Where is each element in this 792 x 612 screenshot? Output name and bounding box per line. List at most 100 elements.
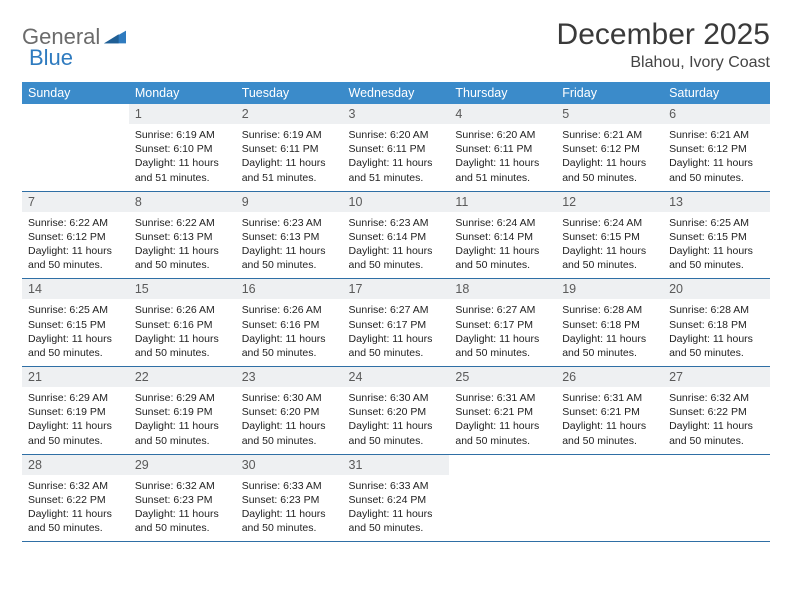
day-info: Sunrise: 6:20 AMSunset: 6:11 PMDaylight:… [343, 124, 450, 191]
day-number: 31 [343, 455, 450, 475]
day-cell: 4Sunrise: 6:20 AMSunset: 6:11 PMDaylight… [449, 104, 556, 191]
sunrise: Sunrise: 6:23 AM [349, 216, 444, 230]
sunset: Sunset: 6:23 PM [135, 493, 230, 507]
day-info: Sunrise: 6:23 AMSunset: 6:13 PMDaylight:… [236, 212, 343, 279]
sunset: Sunset: 6:18 PM [562, 318, 657, 332]
sunset: Sunset: 6:14 PM [455, 230, 550, 244]
sunrise: Sunrise: 6:24 AM [562, 216, 657, 230]
sunset: Sunset: 6:19 PM [28, 405, 123, 419]
day-number: 26 [556, 367, 663, 387]
sunrise: Sunrise: 6:25 AM [669, 216, 764, 230]
day-number: 13 [663, 192, 770, 212]
day-info: Sunrise: 6:25 AMSunset: 6:15 PMDaylight:… [663, 212, 770, 279]
sunset: Sunset: 6:11 PM [455, 142, 550, 156]
daylight-line1: Daylight: 11 hours [242, 156, 337, 170]
daylight-line2: and 50 minutes. [135, 434, 230, 448]
day-info: Sunrise: 6:20 AMSunset: 6:11 PMDaylight:… [449, 124, 556, 191]
day-cell: 25Sunrise: 6:31 AMSunset: 6:21 PMDayligh… [449, 367, 556, 455]
day-cell: 28Sunrise: 6:32 AMSunset: 6:22 PMDayligh… [22, 454, 129, 542]
day-info: Sunrise: 6:22 AMSunset: 6:13 PMDaylight:… [129, 212, 236, 279]
sunset: Sunset: 6:15 PM [562, 230, 657, 244]
daylight-line2: and 50 minutes. [349, 434, 444, 448]
sunrise: Sunrise: 6:23 AM [242, 216, 337, 230]
daylight-line2: and 50 minutes. [562, 171, 657, 185]
day-info: Sunrise: 6:19 AMSunset: 6:10 PMDaylight:… [129, 124, 236, 191]
day-cell [663, 454, 770, 542]
day-cell: 29Sunrise: 6:32 AMSunset: 6:23 PMDayligh… [129, 454, 236, 542]
daylight-line2: and 50 minutes. [242, 258, 337, 272]
day-cell [449, 454, 556, 542]
sunset: Sunset: 6:11 PM [349, 142, 444, 156]
sunset: Sunset: 6:12 PM [562, 142, 657, 156]
sunrise: Sunrise: 6:26 AM [242, 303, 337, 317]
location: Blahou, Ivory Coast [557, 54, 770, 72]
sunrise: Sunrise: 6:29 AM [28, 391, 123, 405]
sunrise: Sunrise: 6:30 AM [349, 391, 444, 405]
calendar-body: 1Sunrise: 6:19 AMSunset: 6:10 PMDaylight… [22, 104, 770, 542]
daylight-line2: and 50 minutes. [135, 521, 230, 535]
dayhead-wed: Wednesday [343, 82, 450, 104]
daylight-line2: and 50 minutes. [562, 434, 657, 448]
daylight-line2: and 50 minutes. [28, 521, 123, 535]
day-cell: 8Sunrise: 6:22 AMSunset: 6:13 PMDaylight… [129, 191, 236, 279]
day-cell [22, 104, 129, 191]
sunset: Sunset: 6:16 PM [242, 318, 337, 332]
day-info: Sunrise: 6:25 AMSunset: 6:15 PMDaylight:… [22, 299, 129, 366]
daylight-line1: Daylight: 11 hours [669, 244, 764, 258]
daylight-line1: Daylight: 11 hours [28, 244, 123, 258]
dayhead-thu: Thursday [449, 82, 556, 104]
day-cell: 9Sunrise: 6:23 AMSunset: 6:13 PMDaylight… [236, 191, 343, 279]
daylight-line2: and 51 minutes. [242, 171, 337, 185]
sunset: Sunset: 6:21 PM [455, 405, 550, 419]
day-info: Sunrise: 6:29 AMSunset: 6:19 PMDaylight:… [129, 387, 236, 454]
day-cell: 27Sunrise: 6:32 AMSunset: 6:22 PMDayligh… [663, 367, 770, 455]
day-info: Sunrise: 6:28 AMSunset: 6:18 PMDaylight:… [663, 299, 770, 366]
day-cell: 14Sunrise: 6:25 AMSunset: 6:15 PMDayligh… [22, 279, 129, 367]
day-number: 1 [129, 104, 236, 124]
day-cell: 20Sunrise: 6:28 AMSunset: 6:18 PMDayligh… [663, 279, 770, 367]
dayhead-tue: Tuesday [236, 82, 343, 104]
sunset: Sunset: 6:14 PM [349, 230, 444, 244]
sunrise: Sunrise: 6:28 AM [562, 303, 657, 317]
day-cell: 1Sunrise: 6:19 AMSunset: 6:10 PMDaylight… [129, 104, 236, 191]
daylight-line2: and 50 minutes. [28, 258, 123, 272]
day-info: Sunrise: 6:32 AMSunset: 6:22 PMDaylight:… [22, 475, 129, 542]
daylight-line2: and 50 minutes. [242, 346, 337, 360]
day-cell: 23Sunrise: 6:30 AMSunset: 6:20 PMDayligh… [236, 367, 343, 455]
day-number: 4 [449, 104, 556, 124]
daylight-line1: Daylight: 11 hours [349, 507, 444, 521]
day-info: Sunrise: 6:21 AMSunset: 6:12 PMDaylight:… [556, 124, 663, 191]
table-row: 21Sunrise: 6:29 AMSunset: 6:19 PMDayligh… [22, 367, 770, 455]
table-row: 28Sunrise: 6:32 AMSunset: 6:22 PMDayligh… [22, 454, 770, 542]
day-info: Sunrise: 6:30 AMSunset: 6:20 PMDaylight:… [343, 387, 450, 454]
sunset: Sunset: 6:13 PM [242, 230, 337, 244]
day-cell: 13Sunrise: 6:25 AMSunset: 6:15 PMDayligh… [663, 191, 770, 279]
daylight-line2: and 50 minutes. [669, 258, 764, 272]
day-number: 29 [129, 455, 236, 475]
day-cell [556, 454, 663, 542]
day-cell: 3Sunrise: 6:20 AMSunset: 6:11 PMDaylight… [343, 104, 450, 191]
daylight-line1: Daylight: 11 hours [28, 507, 123, 521]
day-number: 14 [22, 279, 129, 299]
day-cell: 22Sunrise: 6:29 AMSunset: 6:19 PMDayligh… [129, 367, 236, 455]
day-info: Sunrise: 6:31 AMSunset: 6:21 PMDaylight:… [556, 387, 663, 454]
sunset: Sunset: 6:12 PM [669, 142, 764, 156]
daylight-line1: Daylight: 11 hours [669, 419, 764, 433]
day-info: Sunrise: 6:26 AMSunset: 6:16 PMDaylight:… [129, 299, 236, 366]
sunset: Sunset: 6:23 PM [242, 493, 337, 507]
sunset: Sunset: 6:22 PM [669, 405, 764, 419]
day-cell: 7Sunrise: 6:22 AMSunset: 6:12 PMDaylight… [22, 191, 129, 279]
sunset: Sunset: 6:19 PM [135, 405, 230, 419]
day-number: 7 [22, 192, 129, 212]
daylight-line1: Daylight: 11 hours [562, 244, 657, 258]
daylight-line2: and 50 minutes. [455, 346, 550, 360]
day-cell: 26Sunrise: 6:31 AMSunset: 6:21 PMDayligh… [556, 367, 663, 455]
day-cell: 17Sunrise: 6:27 AMSunset: 6:17 PMDayligh… [343, 279, 450, 367]
day-number: 23 [236, 367, 343, 387]
daylight-line1: Daylight: 11 hours [242, 419, 337, 433]
daylight-line2: and 50 minutes. [28, 434, 123, 448]
day-info: Sunrise: 6:29 AMSunset: 6:19 PMDaylight:… [22, 387, 129, 454]
day-number: 16 [236, 279, 343, 299]
sunset: Sunset: 6:12 PM [28, 230, 123, 244]
day-info: Sunrise: 6:24 AMSunset: 6:14 PMDaylight:… [449, 212, 556, 279]
